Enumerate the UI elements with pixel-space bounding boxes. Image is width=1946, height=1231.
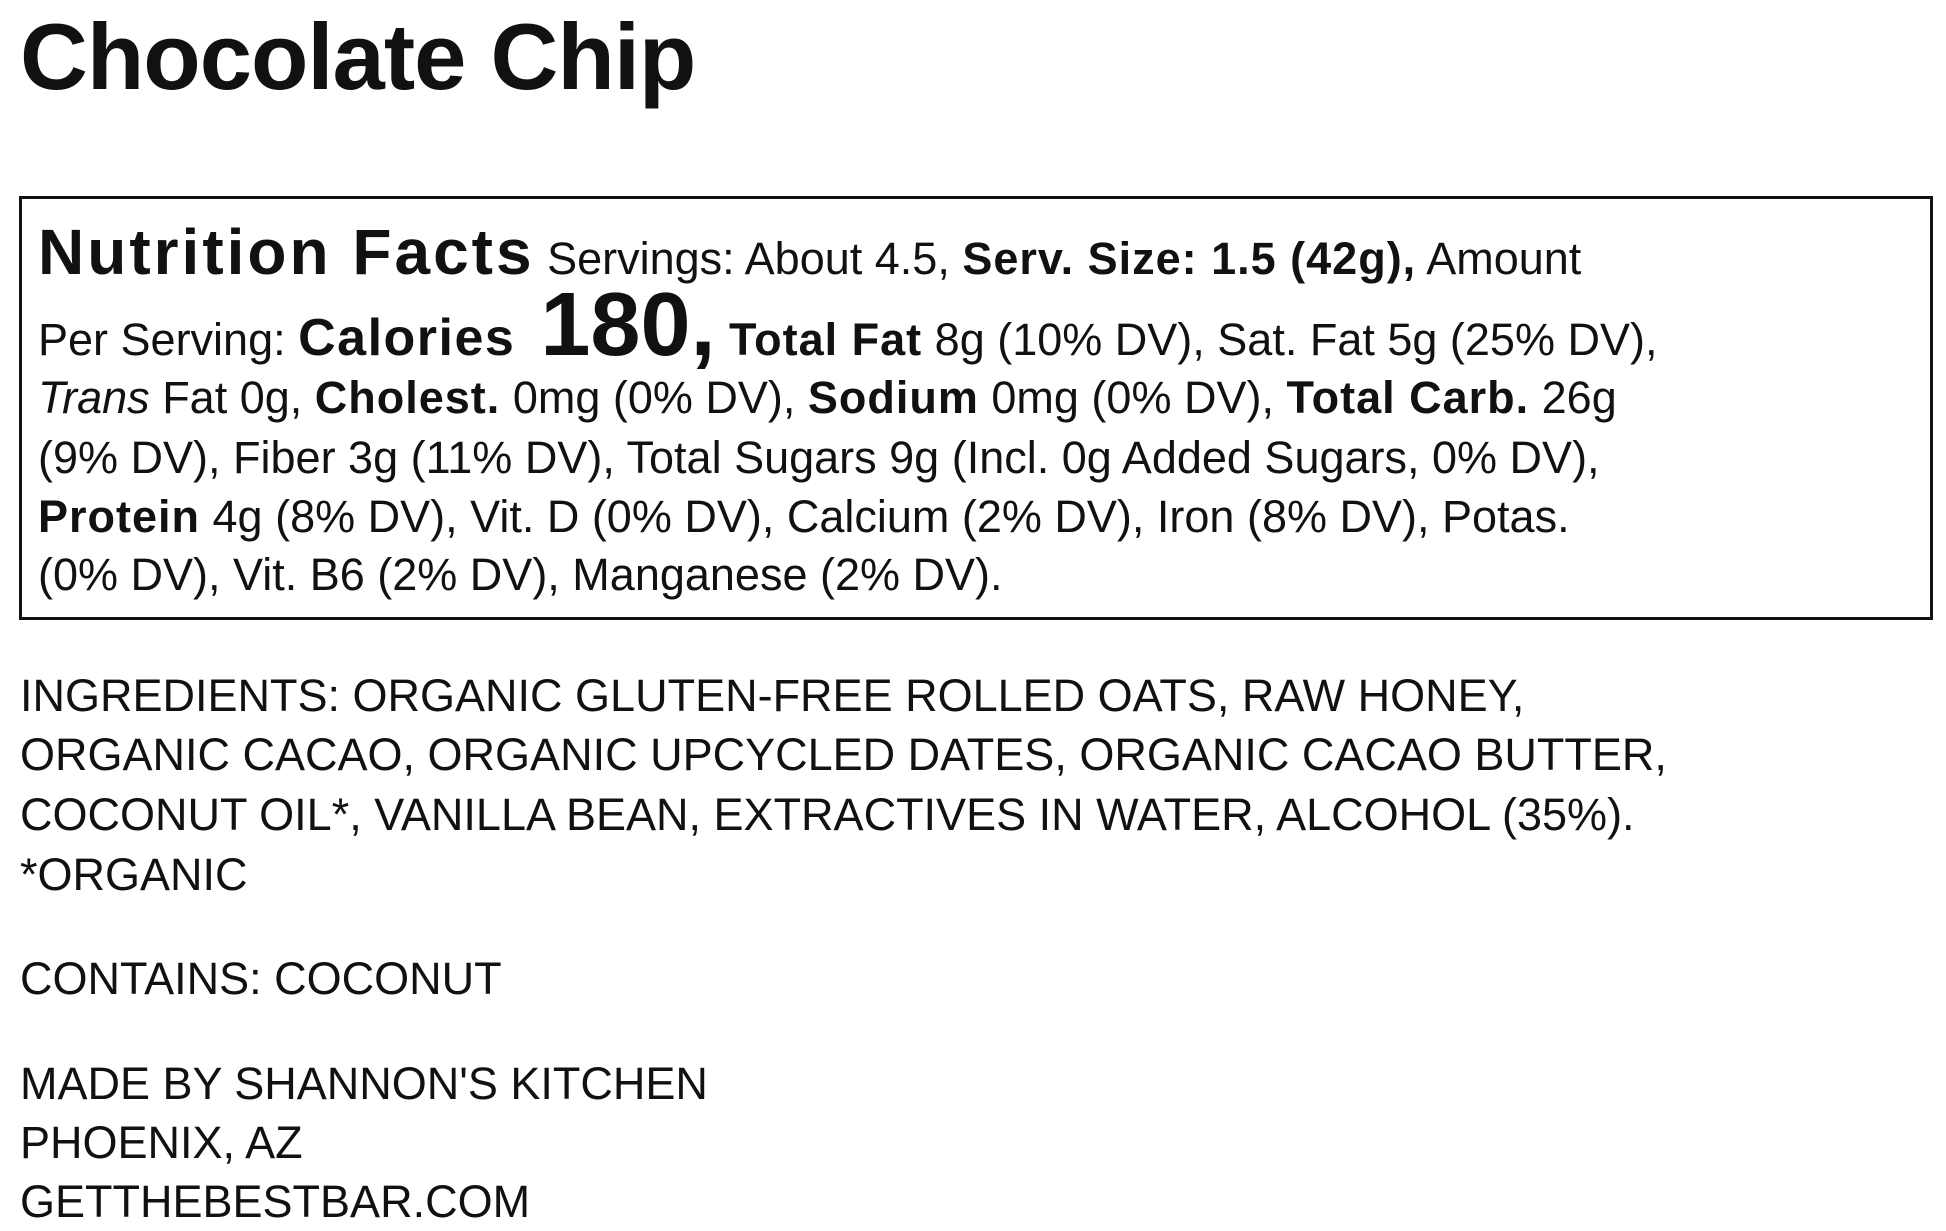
ingredients-line: *ORGANIC <box>20 849 248 900</box>
cholesterol-value: 0mg (0% DV), <box>500 372 808 423</box>
nutrition-line-5: Protein 4g (8% DV), Vit. D (0% DV), Calc… <box>38 487 1570 546</box>
servings-text: Servings: About 4.5, <box>534 233 963 284</box>
amount-text: Amount <box>1416 233 1582 284</box>
total-carb-label: Total Carb. <box>1286 372 1530 423</box>
calories-label: Calories <box>298 309 516 367</box>
nutrition-line-1: Nutrition Facts Servings: About 4.5, Ser… <box>38 220 1582 288</box>
per-serving-text: Per Serving: <box>38 314 299 365</box>
maker-website: GETTHEBESTBAR.COM <box>20 1176 531 1227</box>
ingredients-line: ORGANIC CACAO, ORGANIC UPCYCLED DATES, O… <box>20 729 1667 780</box>
cholesterol-label: Cholest. <box>314 372 501 423</box>
nutrition-line-4: (9% DV), Fiber 3g (11% DV), Total Sugars… <box>38 432 1600 483</box>
calories-value: 180, <box>515 275 716 375</box>
nutrition-line-2: Per Serving: Calories 180, Total Fat 8g … <box>38 280 1658 370</box>
allergen-statement: CONTAINS: COCONUT <box>20 953 502 1004</box>
trans-label: Trans <box>38 372 150 423</box>
nutrition-facts-box <box>19 196 1933 620</box>
nutrition-line-3: Trans Fat 0g, Cholest. 0mg (0% DV), Sodi… <box>38 368 1617 427</box>
nutrition-line-6: (0% DV), Vit. B6 (2% DV), Manganese (2% … <box>38 549 1003 600</box>
serving-size: Serv. Size: 1.5 (42g), <box>962 233 1417 284</box>
protein-label: Protein <box>38 491 201 542</box>
sodium-value: 0mg (0% DV), <box>978 372 1287 423</box>
ingredients-line: COCONUT OIL*, VANILLA BEAN, EXTRACTIVES … <box>20 789 1635 840</box>
fat-values: 8g (10% DV), Sat. Fat 5g (25% DV), <box>922 314 1658 365</box>
nutrition-facts-heading: Nutrition Facts <box>38 216 535 288</box>
product-title: Chocolate Chip <box>20 4 696 109</box>
protein-vitamins-values: 4g (8% DV), Vit. D (0% DV), Calcium (2% … <box>200 491 1570 542</box>
ingredients-line: INGREDIENTS: ORGANIC GLUTEN-FREE ROLLED … <box>20 670 1525 721</box>
trans-fat-value: Fat 0g, <box>149 372 315 423</box>
total-carb-value: 26g <box>1529 372 1617 423</box>
total-fat-label: Total Fat <box>715 314 923 365</box>
sodium-label: Sodium <box>807 372 979 423</box>
maker-name: MADE BY SHANNON'S KITCHEN <box>20 1058 708 1109</box>
maker-location: PHOENIX, AZ <box>20 1117 303 1168</box>
